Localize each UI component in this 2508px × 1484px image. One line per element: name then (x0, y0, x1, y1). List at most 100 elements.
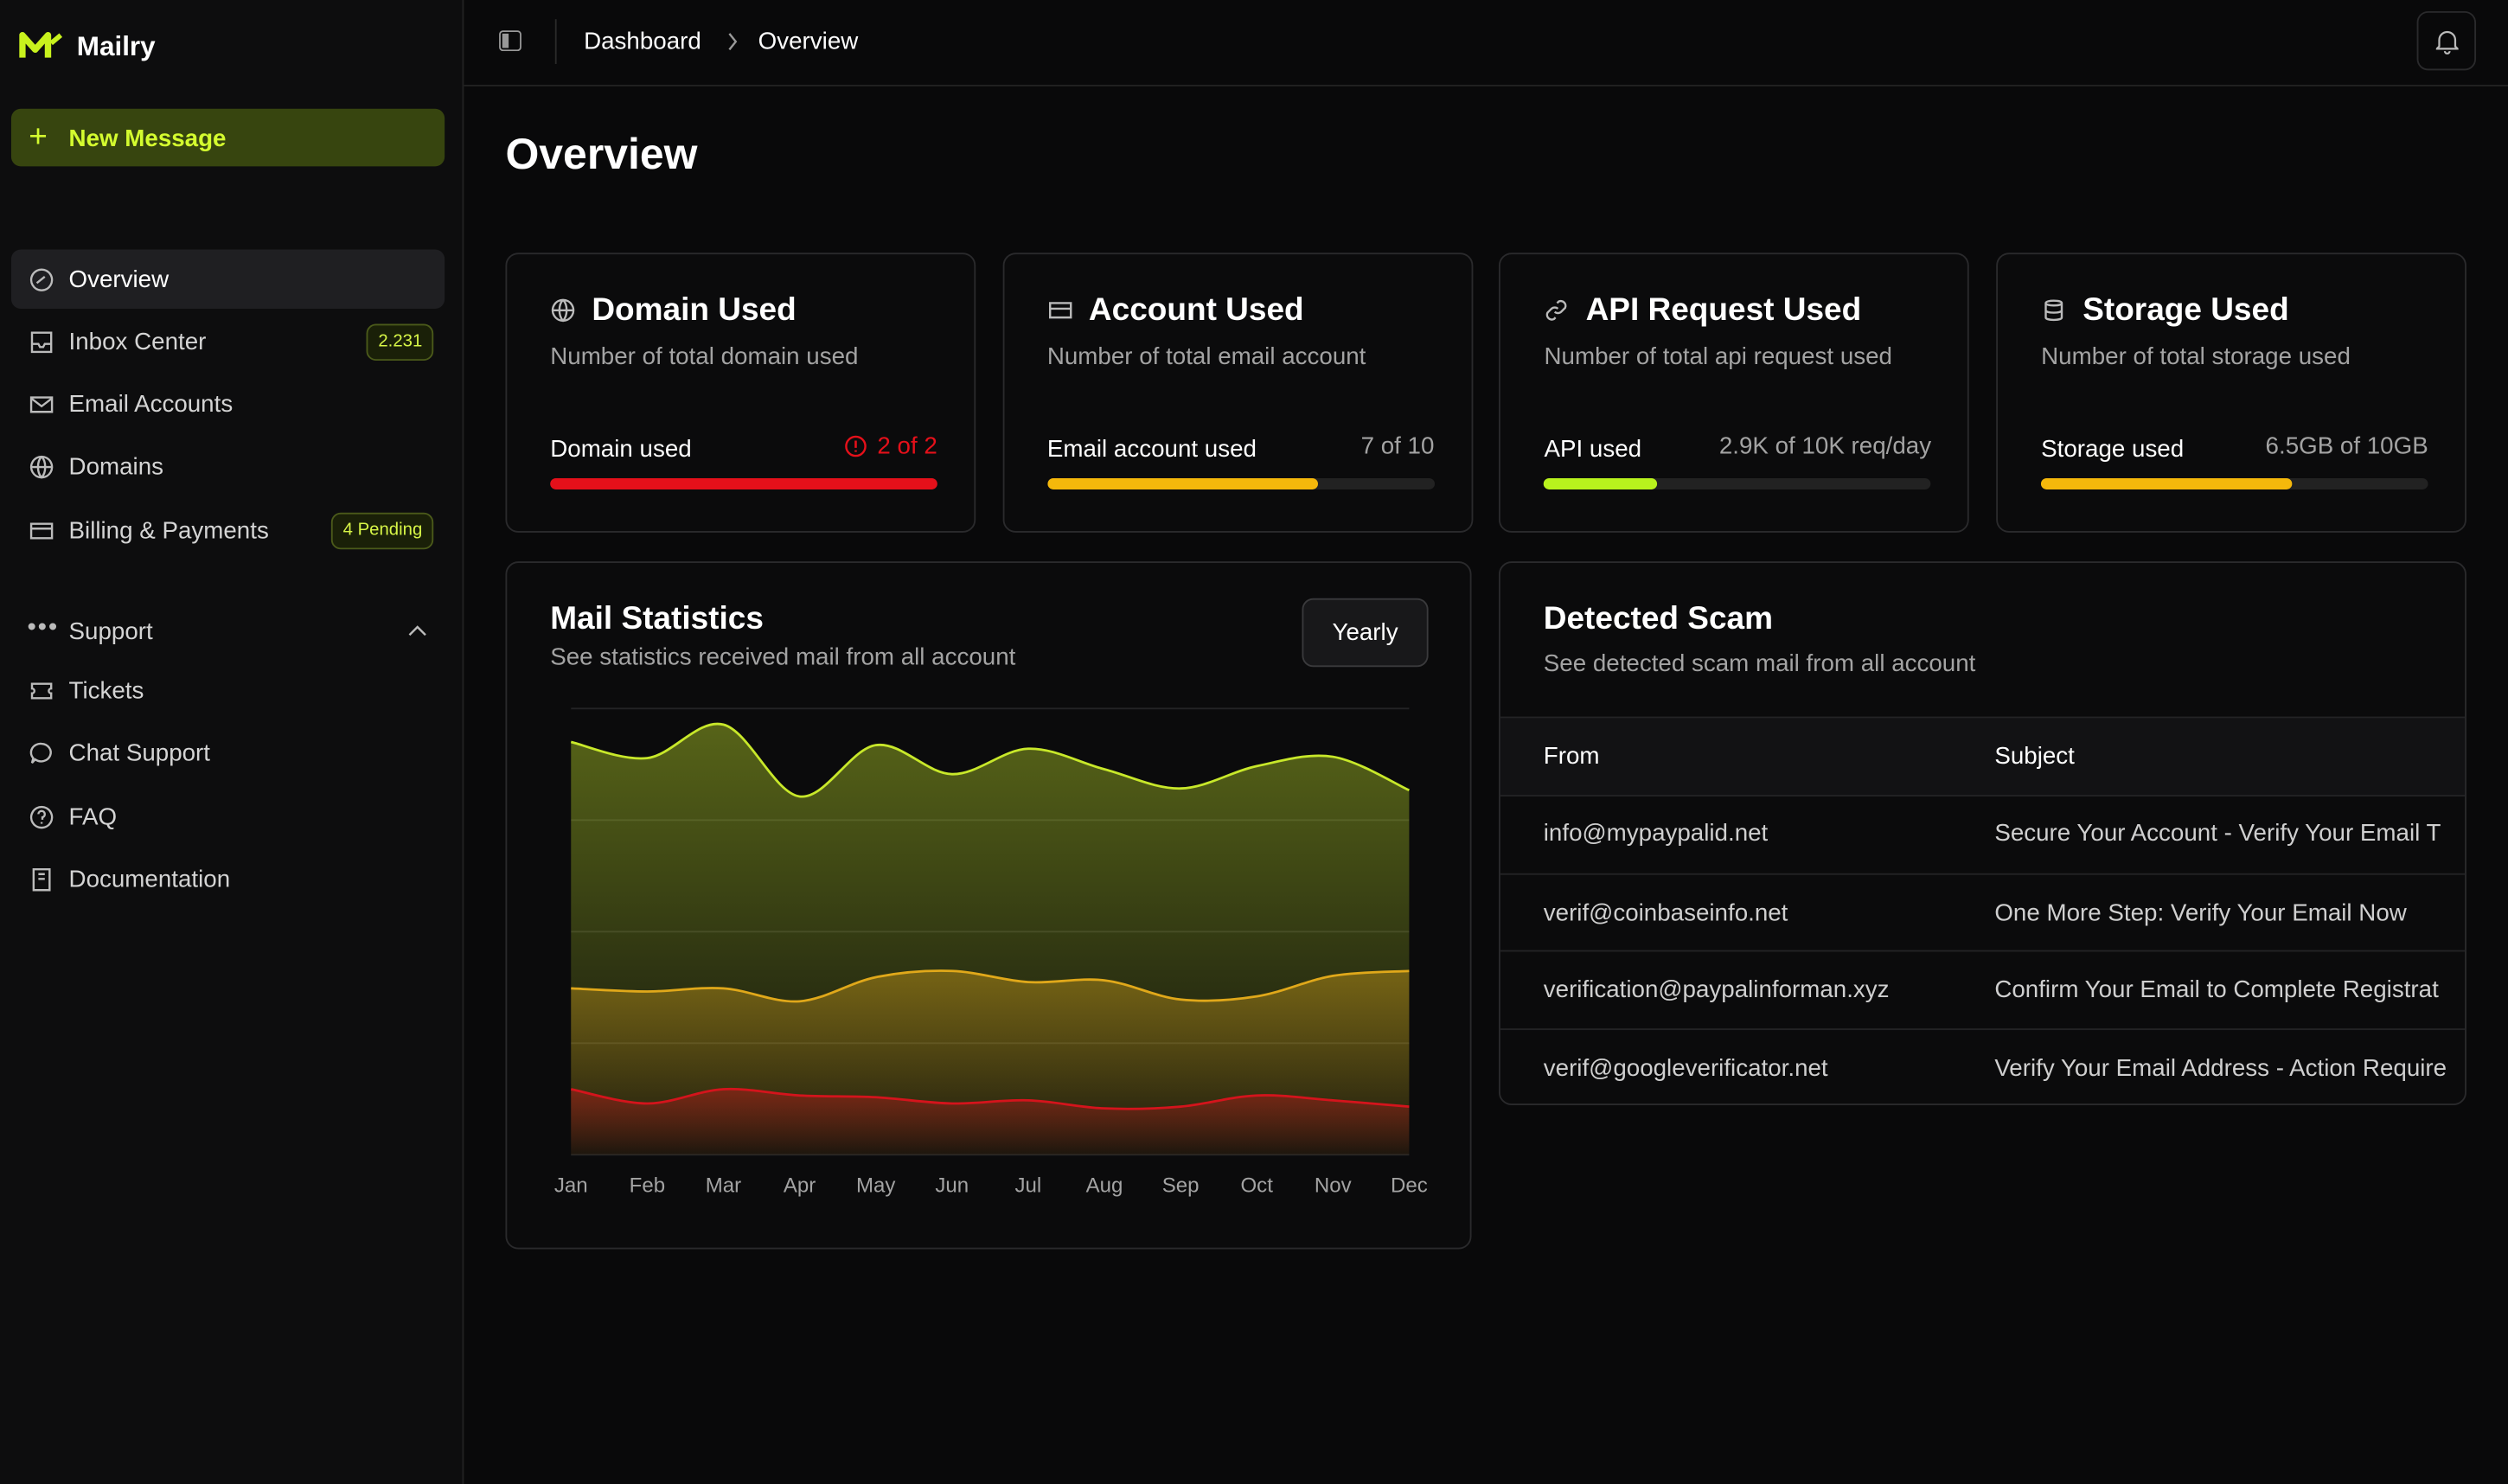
subject-cell: One More Step: Verify Your Email Now (1994, 899, 2407, 927)
line (570, 722, 1410, 798)
card-title: Storage Used (2083, 292, 2289, 329)
line (571, 1087, 1410, 1110)
card-subtitle: Number of total api request used (1544, 342, 1892, 371)
card-icon (2044, 299, 2063, 322)
nav-label: Chat Support (68, 739, 211, 767)
card-title: API Request Used (1585, 292, 1862, 329)
nav-item[interactable]: FAQ (11, 787, 445, 846)
nav-label: Tickets (68, 677, 144, 705)
x-tick-label: Mar (706, 1174, 741, 1198)
new-message-button[interactable]: + New Message (10, 108, 445, 167)
nav-icon (29, 396, 54, 413)
nav-icon (32, 868, 51, 892)
table-row[interactable]: verif@coinbaseinfo.net One More Step: Ver… (1500, 873, 2466, 951)
nav-item[interactable]: Inbox Center 2.231 (11, 312, 445, 371)
card-icon (1546, 299, 1568, 321)
scam-subtitle: See detected scam mail from all account (1543, 649, 1976, 678)
nav-item[interactable]: Tickets (11, 661, 445, 720)
dots-icon: ••• (27, 614, 60, 642)
detected-scam-card: Detected Scam See detected scam mail fro… (1498, 561, 2466, 1106)
nav-icon (29, 742, 52, 764)
nav-label: Documentation (68, 866, 231, 893)
page-title: Overview (505, 130, 698, 179)
collapse-icon-path (408, 625, 426, 636)
nav-label: Email Accounts (68, 391, 234, 419)
sidebar-toggle[interactable] (499, 30, 521, 52)
from-cell: info@mypaypalid.net (1543, 819, 1769, 848)
from-cell: verif@coinbaseinfo.net (1543, 899, 1788, 927)
warning-ring (845, 435, 867, 457)
subject-cell: Confirm Your Email to Complete Registrat (1994, 976, 2439, 1005)
usage-label: Storage used (2041, 435, 2185, 464)
nav-label: Domains (68, 453, 163, 481)
nav-badge: 4 Pending (331, 512, 434, 550)
card-icon (1048, 302, 1072, 319)
card-icon-path (551, 298, 575, 323)
subject-cell: Verify Your Email Address - Action Requi… (1994, 1054, 2447, 1083)
x-tick-label: Sep (1162, 1174, 1200, 1198)
nav-icon-path (29, 455, 54, 479)
nav-item[interactable]: Domains (11, 437, 445, 496)
progress-bar (2041, 478, 2294, 489)
support-header[interactable]: ••• Support (11, 603, 445, 661)
nav-item[interactable]: Documentation (11, 849, 445, 908)
nav-badge: 2.231 (367, 323, 434, 361)
usage-value: 7 of 10 (1360, 432, 1435, 460)
nav-item[interactable]: Billing & Payments 4 Pending (11, 501, 445, 560)
table-row[interactable]: verif@googleverificator.net Verify Your E… (1500, 1028, 2466, 1103)
subject-cell: Secure Your Account - Verify Your Email … (1994, 819, 2441, 848)
card-title: Domain Used (592, 292, 797, 329)
nav-icon-path (32, 868, 51, 892)
card-icon (551, 298, 575, 323)
progress-bar (1544, 478, 1657, 489)
from-cell: verif@googleverificator.net (1543, 1054, 1828, 1083)
nav-icon (30, 682, 53, 700)
nav-icon-path (29, 522, 54, 540)
x-tick-label: Jun (935, 1174, 969, 1198)
plus-icon: + (29, 119, 48, 156)
progress-bar (550, 478, 937, 489)
period-button[interactable]: Yearly (1302, 598, 1429, 668)
breadcrumb[interactable]: Dashboard (584, 28, 701, 55)
x-tick-label: Apr (784, 1174, 816, 1198)
line (571, 969, 1410, 1003)
x-tick-label: May (856, 1174, 895, 1198)
nav-item[interactable]: Chat Support (11, 723, 445, 782)
nav-icon (30, 331, 53, 354)
collapse-icon (408, 625, 426, 636)
nav-icon-path (30, 682, 53, 700)
nav-icon (29, 805, 54, 829)
sidebar: Mailry + New Message Overview Inbox Cente… (0, 0, 464, 1484)
chevron (728, 33, 738, 51)
table-header: From Subject (1500, 716, 2466, 797)
from-cell: verification@paypalinforman.xyz (1543, 976, 1890, 1005)
column-header: Subject (1994, 743, 2075, 771)
scam-title: Detected Scam (1543, 601, 1773, 637)
stat-card: Domain Used Number of total domain used Do… (505, 253, 976, 533)
stat-card: API Request Used Number of total api requ… (1499, 253, 1970, 533)
notification-button[interactable] (2416, 10, 2477, 71)
nav-icon-path (30, 331, 53, 354)
nav-label: FAQ (68, 803, 118, 831)
x-tick-label: Nov (1315, 1174, 1352, 1198)
table-row[interactable]: verification@paypalinforman.xyz Confirm Y… (1500, 950, 2466, 1029)
table-row[interactable]: info@mypaypalid.net Secure Your Account -… (1500, 795, 2465, 872)
x-tick-label: Feb (630, 1174, 665, 1198)
progress-track (1544, 478, 1932, 489)
nav-icon (29, 522, 54, 540)
mail-statistics-card: Mail Statistics See statistics received … (505, 561, 1472, 1250)
nav-item[interactable]: Overview (10, 249, 445, 309)
progress-track (550, 478, 937, 489)
chart-subtitle: See statistics received mail from all ac… (550, 643, 1016, 671)
new-message-label: New Message (68, 125, 227, 153)
nav-label: Overview (68, 265, 170, 294)
divider (554, 19, 557, 64)
card-subtitle: Number of total email account (1046, 342, 1366, 371)
nav-label: Billing & Payments (68, 517, 269, 545)
progress-bar (1046, 478, 1319, 489)
nav-icon (29, 268, 54, 291)
support-label: Support (68, 617, 153, 646)
nav-item[interactable]: Email Accounts (11, 374, 445, 433)
usage-label: Domain used (550, 435, 692, 464)
